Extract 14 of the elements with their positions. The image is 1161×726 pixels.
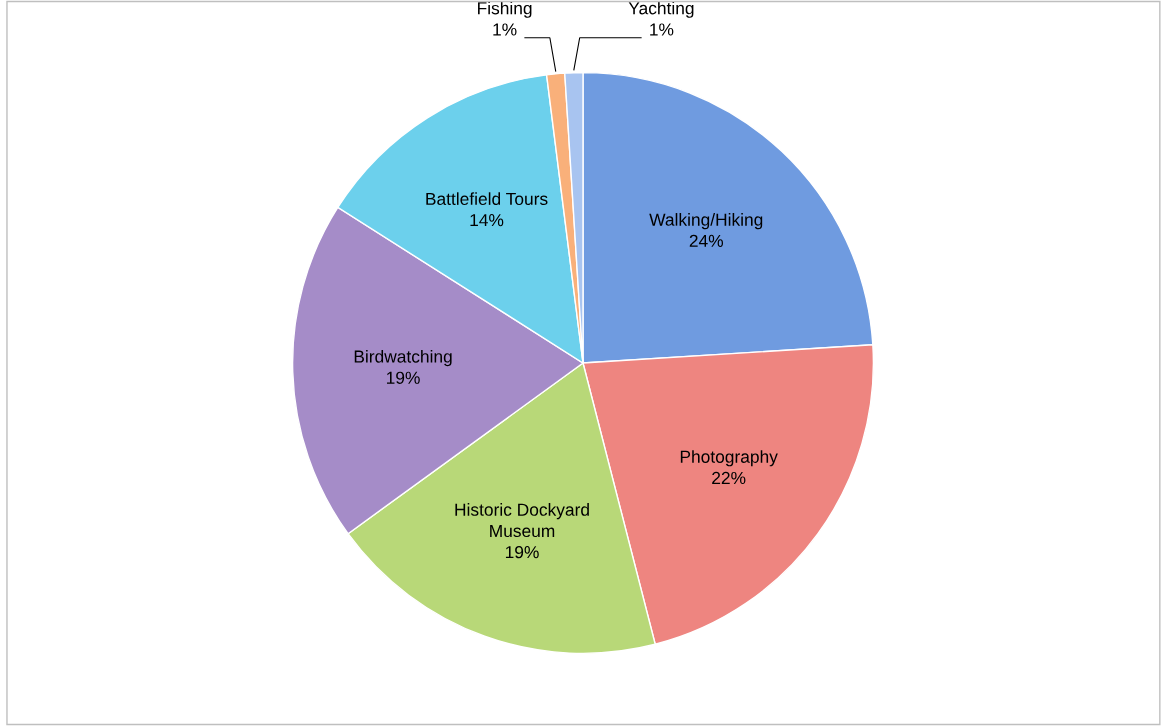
slice-label: Historic Dockyard Museum <box>455 503 589 538</box>
data-label: 19% <box>505 545 539 559</box>
data-label: 19% <box>386 371 420 384</box>
slice-label: Birdwatching <box>354 349 452 367</box>
slice-label: Photography <box>680 450 778 467</box>
slice-label: Fishing <box>478 1 532 18</box>
data-label: 14% <box>470 214 504 227</box>
slice-label: Walking/Hiking <box>649 213 763 230</box>
slice-label: Yachting <box>628 1 694 18</box>
data-label: 22% <box>712 471 746 485</box>
slice-label: Battlefield Tours <box>426 192 548 206</box>
data-label: 24% <box>689 234 724 247</box>
data-label: 1% <box>650 23 674 36</box>
data-label: 1% <box>493 23 517 36</box>
